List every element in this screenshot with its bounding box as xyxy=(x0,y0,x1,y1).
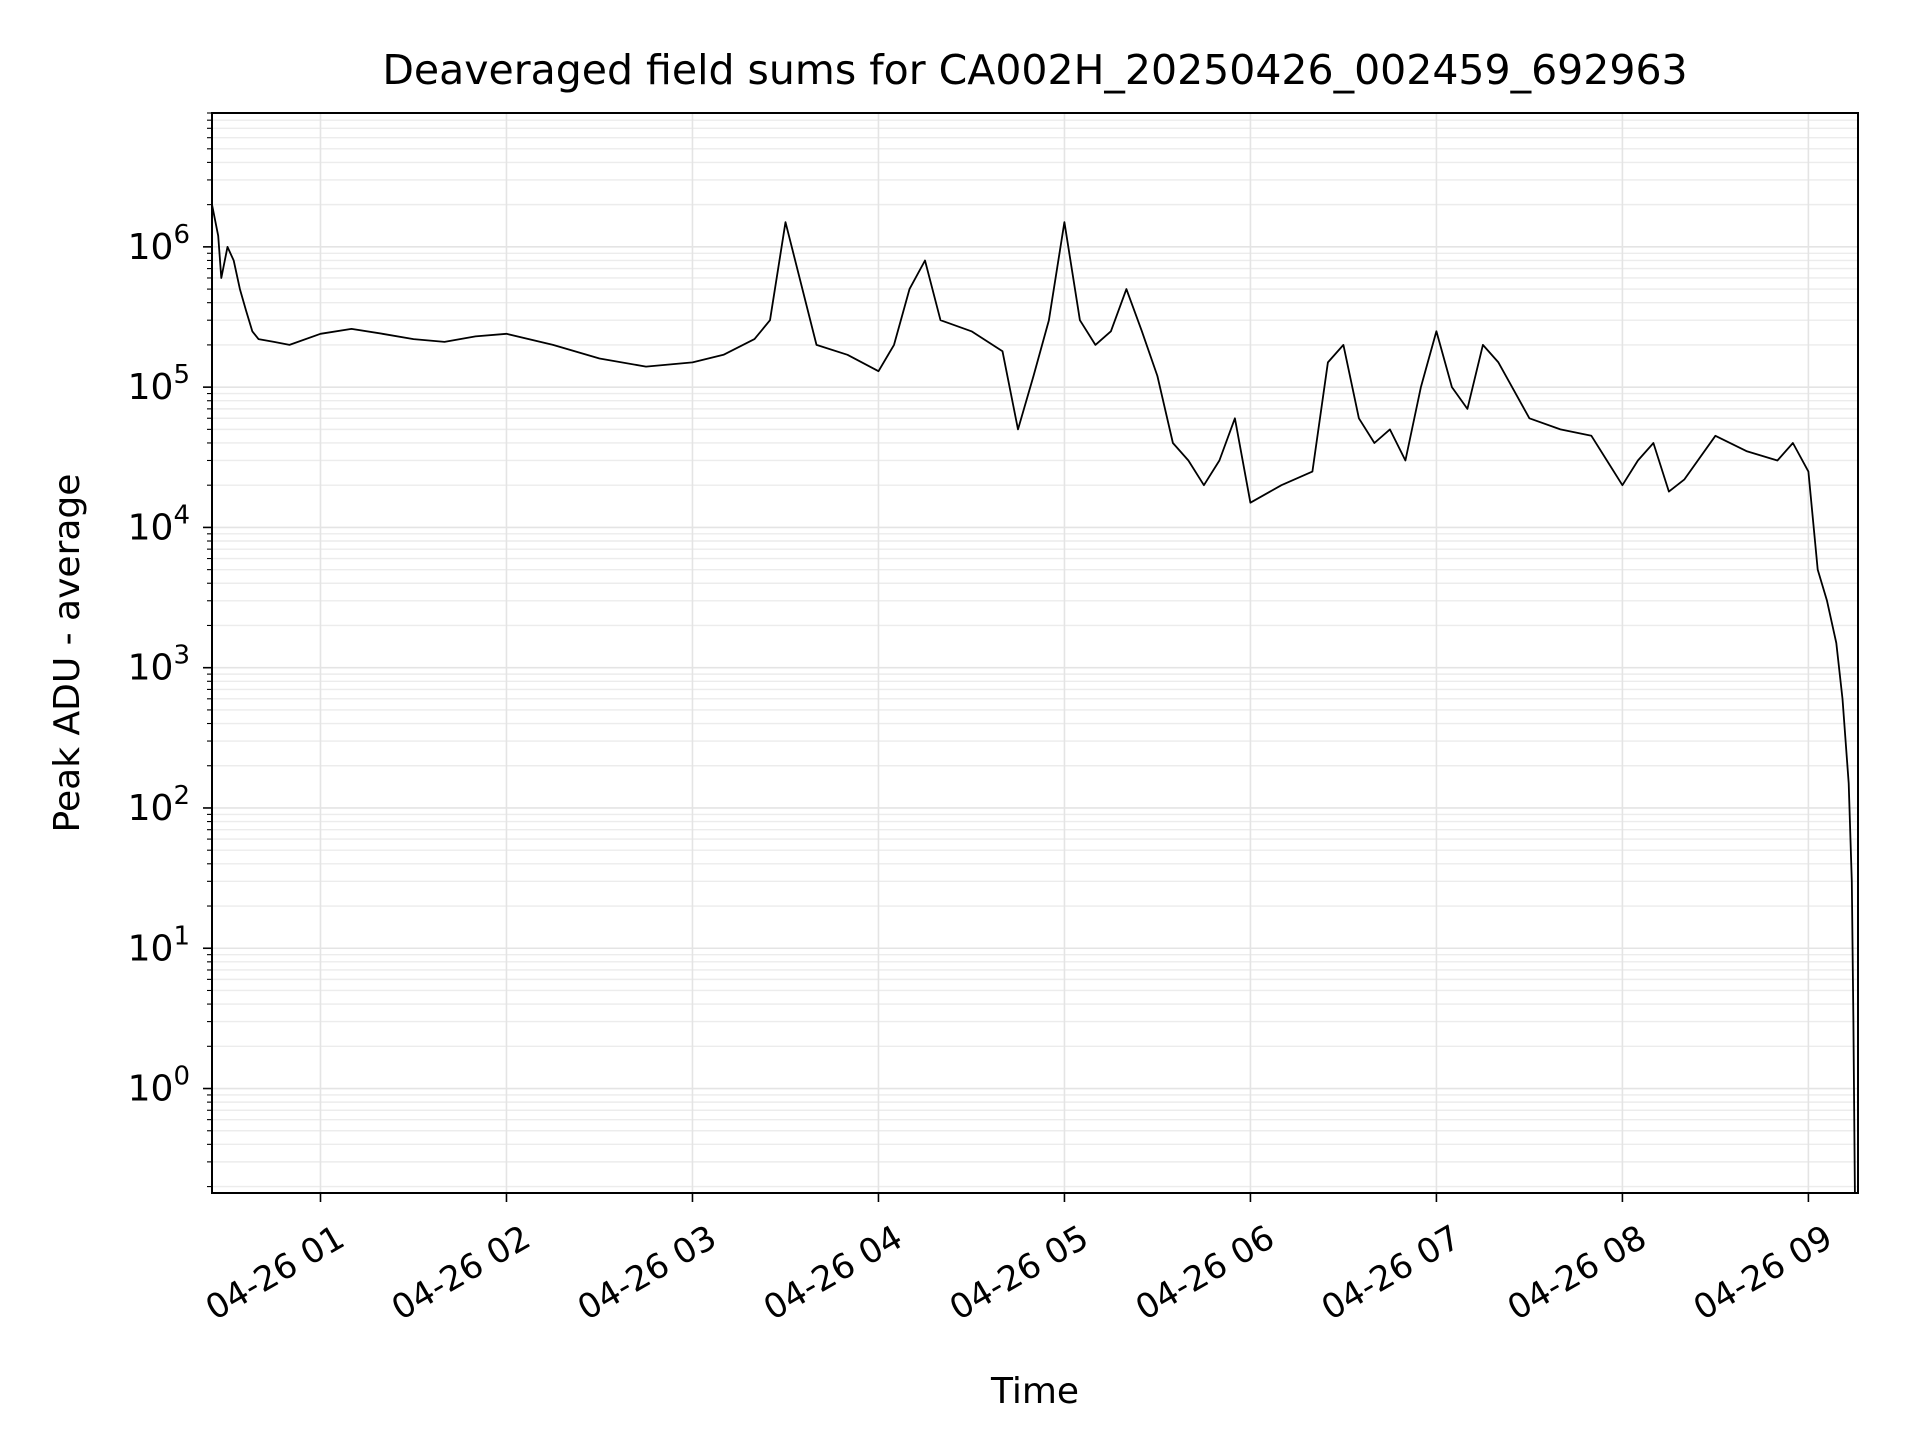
y-tick-label: 103 xyxy=(128,641,190,689)
y-tick-label: 101 xyxy=(128,921,190,969)
plot-frame xyxy=(211,112,1859,1194)
chart-title: Deaveraged field sums for CA002H_2025042… xyxy=(382,46,1687,94)
y-axis-label: Peak ADU - average xyxy=(47,474,88,833)
y-tick-label: 104 xyxy=(128,500,190,548)
x-axis-label: Time xyxy=(990,1371,1079,1412)
y-tick-label: 105 xyxy=(128,360,190,408)
series-line xyxy=(211,204,1856,1194)
y-tick-label: 102 xyxy=(128,781,190,829)
grid-layer xyxy=(212,112,1858,1193)
series-layer xyxy=(211,204,1856,1194)
y-tick-label: 100 xyxy=(128,1062,190,1110)
y-tick-label: 106 xyxy=(128,220,190,268)
